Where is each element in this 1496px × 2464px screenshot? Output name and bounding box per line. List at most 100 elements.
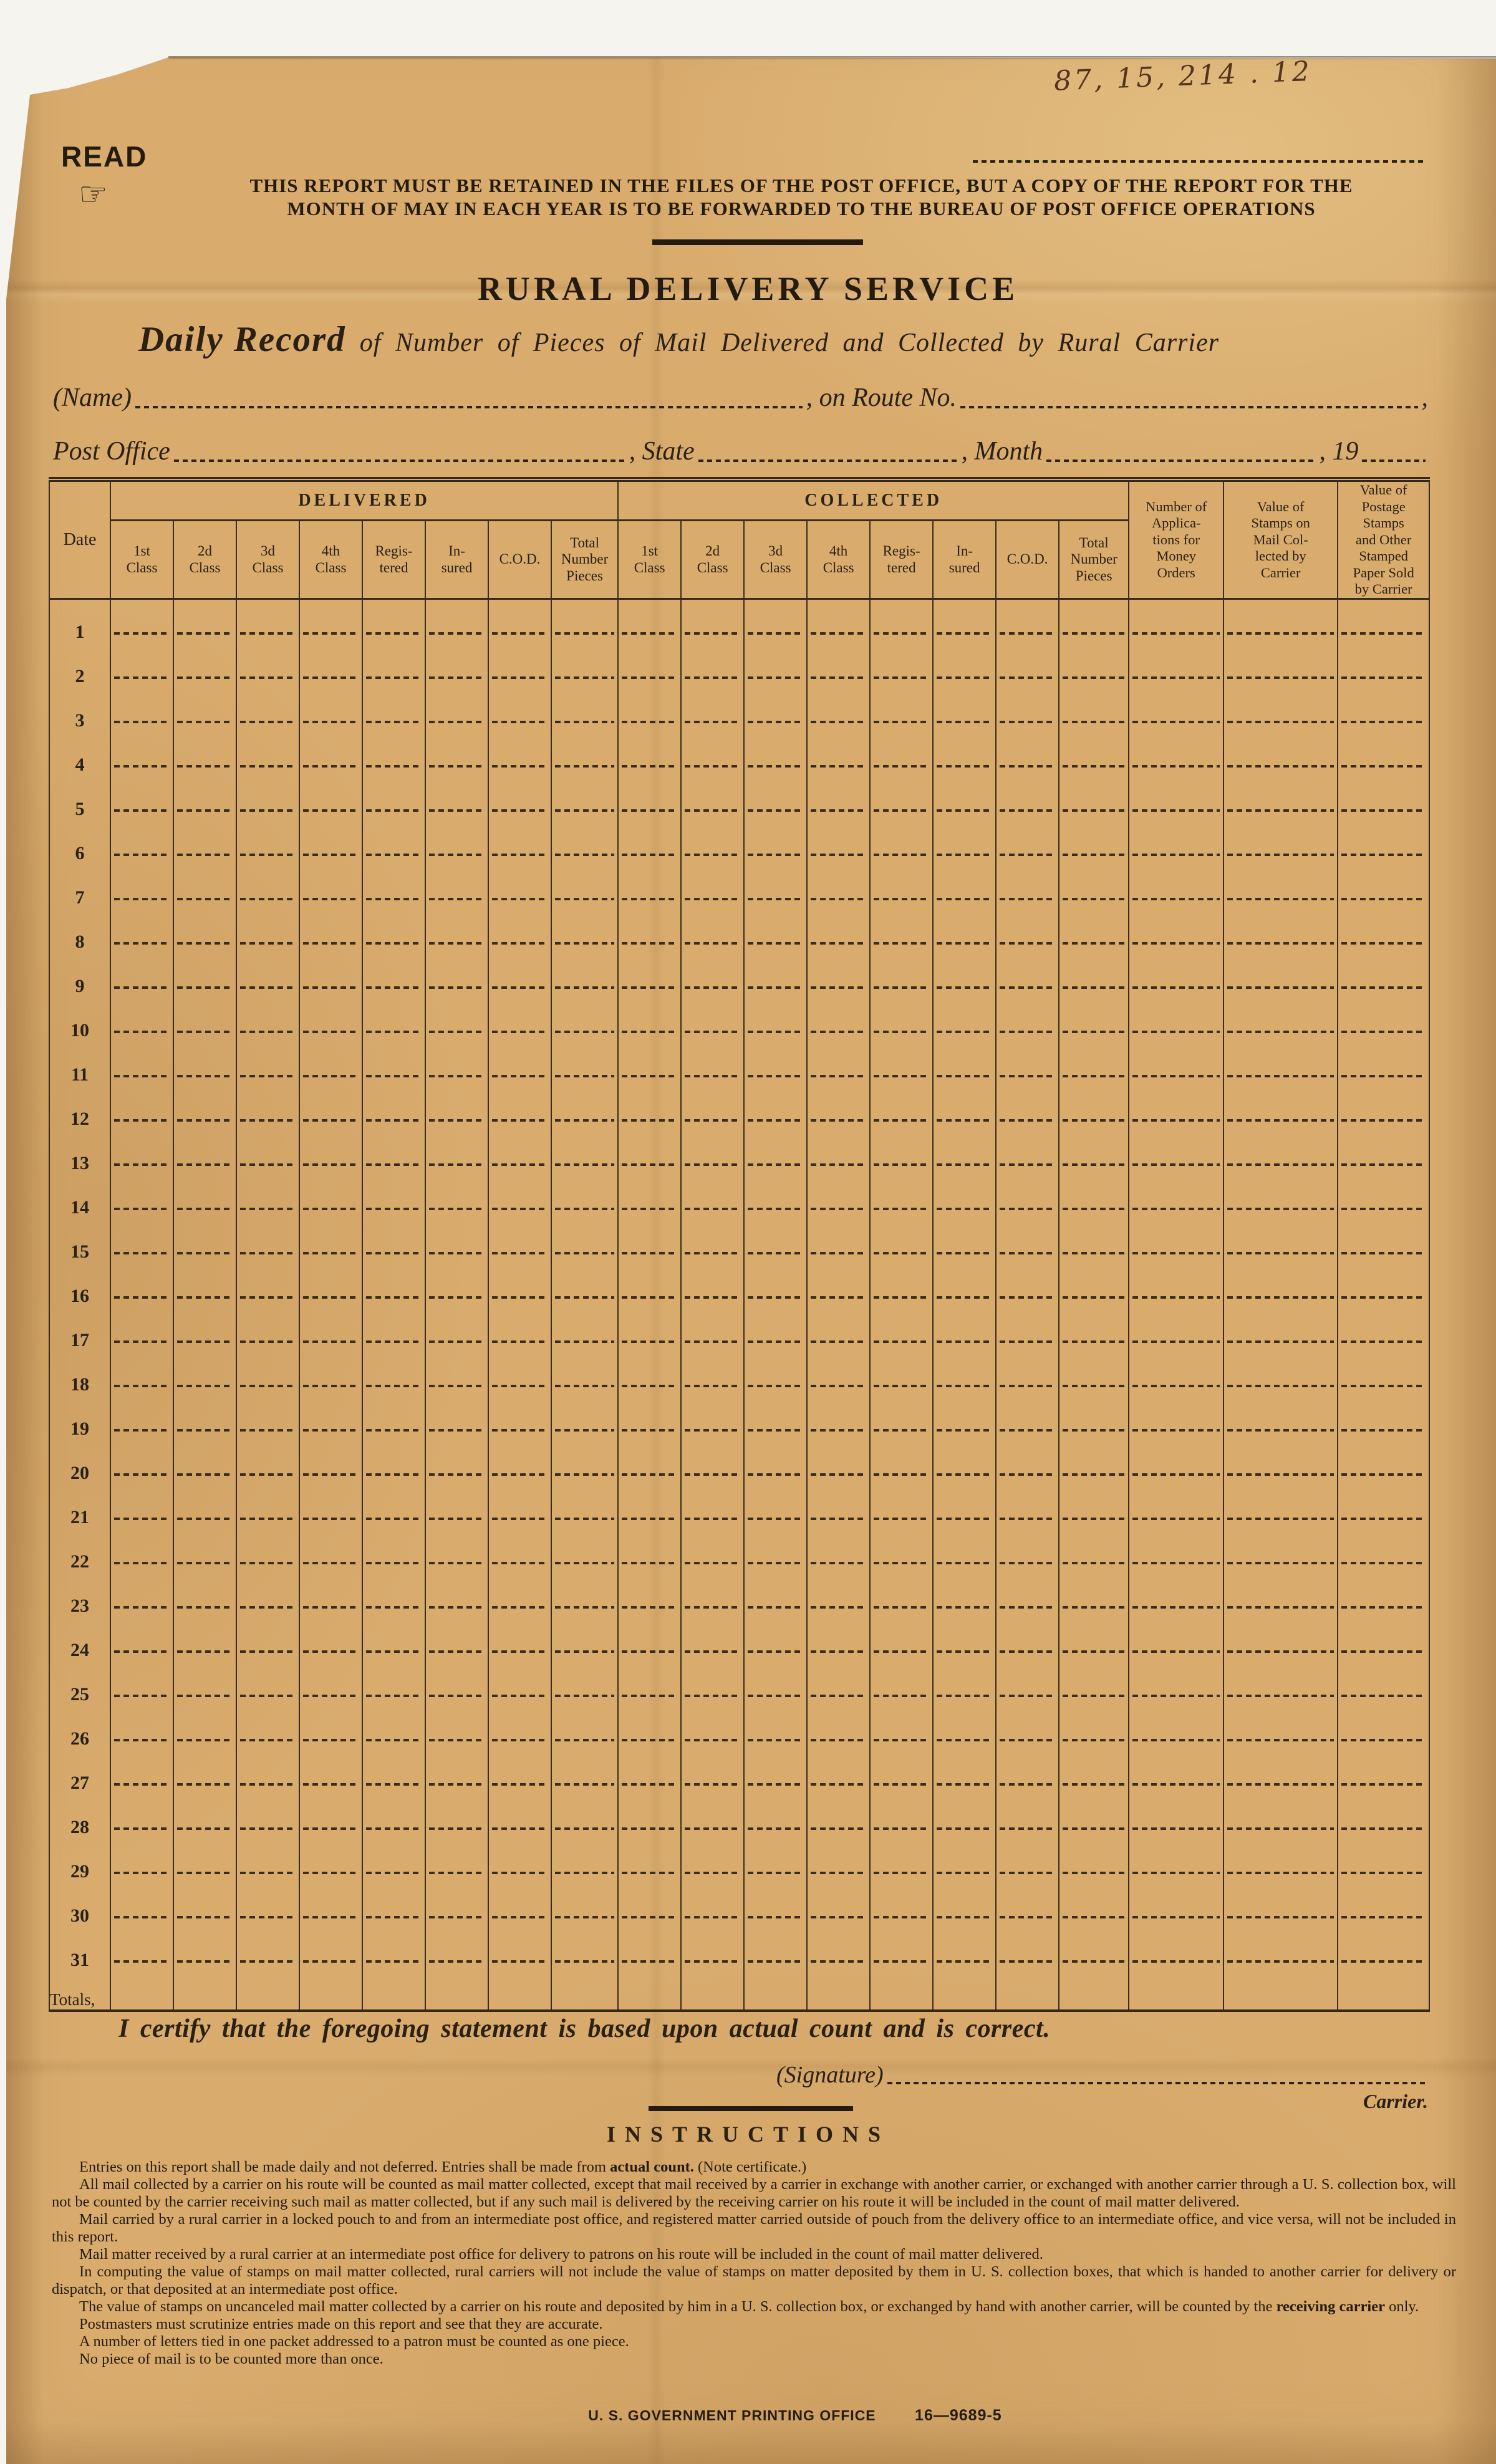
entry-line [685, 632, 741, 635]
entry-line [492, 1119, 548, 1122]
entry-line [937, 1606, 993, 1609]
entry-line [937, 1827, 993, 1831]
entry-line [1227, 1606, 1334, 1609]
entry-cell [236, 1174, 300, 1219]
entry-line [366, 898, 422, 901]
entry-line [303, 1119, 359, 1122]
table-row: 11 [49, 1041, 1431, 1086]
entry-cell [110, 1749, 174, 1794]
entry-cell [932, 908, 997, 953]
entry-line [685, 1739, 741, 1742]
entry-line [937, 1385, 993, 1388]
entry-line [555, 1031, 615, 1034]
entry-cell [1337, 1572, 1431, 1617]
entry-cell [236, 731, 300, 776]
entry-line [622, 1518, 678, 1521]
entry-cell [680, 1705, 745, 1750]
entry-cell [173, 1351, 237, 1396]
entry-cell [425, 1085, 489, 1130]
entry-line [555, 1208, 615, 1211]
entry-line [937, 1916, 993, 1919]
date-cell: 14 [49, 1174, 111, 1219]
entry-line [303, 1518, 359, 1521]
entry-cell [550, 1705, 619, 1750]
entry-line [114, 1385, 170, 1388]
entry-cell [425, 776, 489, 821]
entry-line [811, 1960, 867, 1963]
entry-cell [236, 1927, 300, 1971]
entry-line [303, 676, 359, 680]
entry-cell [743, 1794, 808, 1839]
entry-cell [425, 1794, 489, 1839]
date-cell: 24 [49, 1617, 111, 1662]
entry-line [177, 1385, 233, 1388]
date-cell: 1 [49, 599, 111, 643]
entry-cell [743, 1528, 808, 1573]
entry-line [937, 1252, 993, 1255]
entry-cell [932, 599, 997, 643]
entry-cell [1337, 908, 1431, 953]
entry-cell [806, 1395, 871, 1440]
table-row: 17 [49, 1307, 1431, 1352]
entry-line [114, 986, 170, 989]
entry-line [1000, 676, 1056, 680]
entry-cell [550, 1484, 619, 1529]
entry-cell [362, 1440, 426, 1485]
entry-line [1227, 1031, 1334, 1034]
entry-cell [425, 1971, 489, 2011]
entry-line [492, 942, 548, 945]
table-row: 31 [49, 1927, 1431, 1971]
entry-cell [362, 1130, 426, 1175]
entry-line [555, 1473, 615, 1476]
entry-cell [869, 687, 934, 732]
entry-cell [488, 1661, 552, 1706]
entry-line [748, 1872, 804, 1875]
date-cell: 26 [49, 1705, 111, 1750]
entry-cell [1223, 864, 1339, 909]
page-title: RURAL DELIVERY SERVICE [477, 270, 1019, 307]
entry-line [114, 765, 170, 768]
entry-line [685, 1650, 741, 1653]
entry-cell [299, 1263, 363, 1307]
entry-cell [299, 820, 363, 865]
entry-cell [110, 1218, 174, 1263]
entry-cell [1337, 1307, 1431, 1352]
entry-line [937, 1562, 993, 1565]
entry-cell [1223, 1041, 1339, 1086]
entry-line [685, 676, 741, 680]
entry-line [937, 1429, 993, 1432]
entry-cell [425, 997, 489, 1042]
entry-cell [1223, 1174, 1339, 1219]
entry-cell [488, 1705, 552, 1750]
date-cell: 3 [49, 687, 111, 732]
entry-cell [173, 1041, 237, 1086]
entry-line [685, 898, 741, 901]
entry-line [366, 1783, 422, 1786]
state-label: , State [629, 437, 695, 466]
entry-cell [550, 1749, 619, 1794]
entry-cell [488, 1838, 552, 1883]
entry-line [1227, 1340, 1334, 1344]
entry-line [622, 721, 678, 724]
record-rows: 1 2 3 4 5 6 7 8 9 10 11 12 13 14 15 16 17 18 19 20 21 22 23 24 2… [49, 599, 1431, 2011]
entry-cell [680, 1041, 745, 1086]
table-row: 2 [49, 643, 1431, 688]
entry-cell [1058, 1661, 1130, 1706]
entry-cell [617, 1484, 682, 1529]
read-label: READ [61, 140, 148, 173]
entry-line [114, 721, 170, 724]
entry-cell [299, 776, 363, 821]
entry-cell [299, 1130, 363, 1175]
entry-cell [488, 1749, 552, 1794]
entry-cell [995, 997, 1060, 1042]
entry-cell [1223, 953, 1339, 998]
entry-line [366, 1739, 422, 1742]
entry-line [114, 1340, 170, 1344]
entry-line [811, 1916, 867, 1919]
entry-line [1227, 1650, 1334, 1653]
entry-cell [110, 1971, 174, 2011]
entry-line [685, 1031, 741, 1034]
entry-line [492, 1783, 548, 1786]
entry-line [1132, 854, 1220, 857]
totals-row: Totals, [49, 1971, 1431, 2011]
